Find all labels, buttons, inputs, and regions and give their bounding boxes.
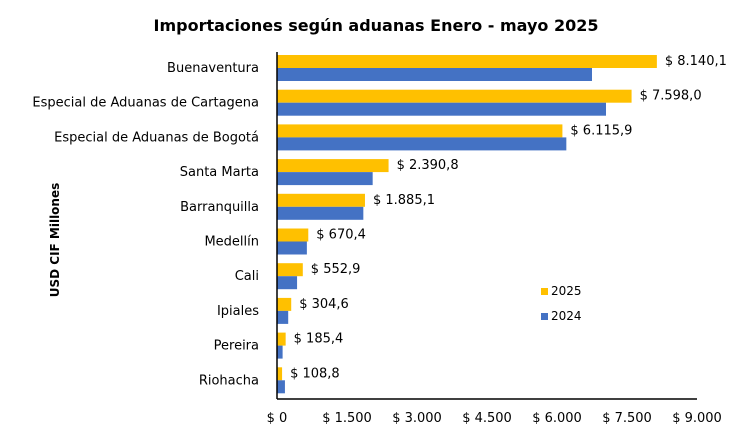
x-tick-label: $ 3.000 [392,411,442,426]
bar-2025 [277,124,563,138]
category-label: Riohacha [199,373,259,388]
category-label: Pereira [214,339,259,354]
data-label: $ 185,4 [294,332,344,347]
data-label: $ 8.140,1 [665,54,727,69]
bar-2024 [277,172,373,186]
bar-2025 [277,263,303,277]
category-label: Santa Marta [180,165,259,180]
data-label: $ 670,4 [316,228,366,243]
bar-2024 [277,68,592,81]
x-tick-label: $ 7.500 [602,411,652,426]
bar-2024 [277,102,606,116]
bar-2025 [277,332,286,346]
category-label: Cali [235,269,259,284]
bar-2024 [277,241,307,255]
category-label: Medellín [204,235,259,250]
data-label: $ 6.115,9 [570,123,632,138]
category-label: Especial de Aduanas de Bogotá [54,130,259,145]
legend-label: 2024 [551,309,582,323]
data-label: $ 304,6 [299,297,349,312]
bar-2025 [277,193,365,207]
bar-2024 [277,276,298,290]
bar-2025 [277,297,292,311]
chart-title: Importaciones según aduanas Enero - mayo… [153,16,599,35]
data-label: $ 1.885,1 [373,193,435,208]
category-label: Especial de Aduanas de Cartagena [32,96,259,111]
bar-2024 [277,345,283,359]
bar-2024 [277,137,567,151]
bar-2024 [277,380,285,394]
legend-label: 2025 [551,284,582,298]
bar-2025 [277,55,657,68]
data-label: $ 2.390,8 [397,158,459,173]
bar-2025 [277,367,283,381]
bar-2025 [277,89,632,103]
legend-swatch [541,288,548,295]
legend-swatch [541,313,548,320]
x-tick-label: $ 6.000 [532,411,582,426]
bar-2024 [277,206,364,220]
bar-2025 [277,228,309,242]
category-label: Ipiales [217,304,259,319]
x-tick-label: $ 1.500 [322,411,372,426]
category-label: Buenaventura [167,61,259,76]
data-label: $ 7.598,0 [640,89,702,104]
category-label: Barranquilla [180,200,259,215]
x-tick-label: $ 9.000 [672,411,722,426]
bar-2025 [277,159,389,173]
x-tick-label: $ 4.500 [462,411,512,426]
x-tick-label: $ 0 [267,411,288,426]
data-label: $ 108,8 [290,366,340,381]
data-label: $ 552,9 [311,262,361,277]
bar-2024 [277,310,289,324]
